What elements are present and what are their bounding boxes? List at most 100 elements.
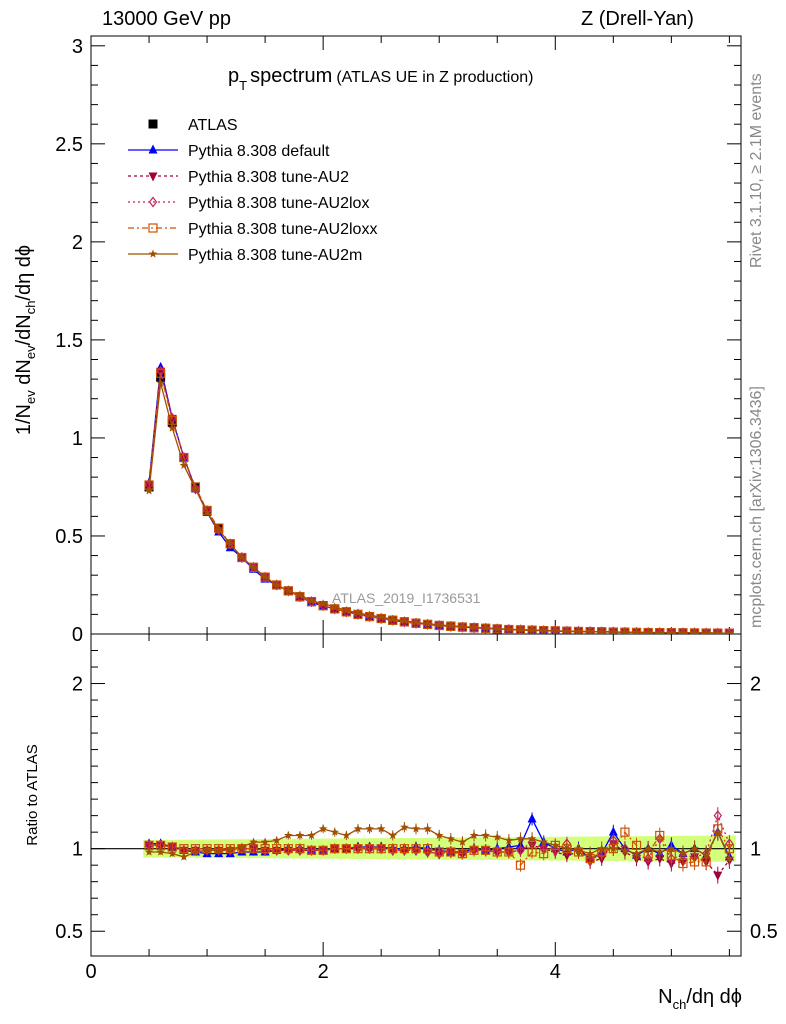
mc-point bbox=[249, 562, 258, 571]
ratio-point bbox=[283, 844, 293, 854]
ratio-point bbox=[423, 844, 433, 854]
ratio-point bbox=[179, 852, 189, 861]
ratio-point bbox=[191, 847, 200, 856]
mc-point bbox=[539, 626, 548, 634]
ratio-point bbox=[399, 844, 409, 854]
mc-point bbox=[295, 590, 305, 599]
mc-point bbox=[353, 608, 363, 617]
mc-point bbox=[609, 627, 618, 634]
mc-point bbox=[690, 628, 699, 634]
plot-frame bbox=[90, 633, 742, 957]
y-axis-label: 1/Nev dNev/dNch/dη dϕ bbox=[13, 245, 38, 435]
ratio-point bbox=[493, 832, 502, 841]
mc-point bbox=[632, 627, 641, 634]
ratio-point bbox=[330, 844, 340, 854]
x-tick-label: 4 bbox=[550, 961, 561, 983]
mc-point bbox=[191, 484, 200, 493]
mc-point bbox=[678, 628, 688, 634]
y-tick-label: 2.5 bbox=[55, 134, 83, 156]
ratio-point bbox=[678, 849, 688, 858]
header-right: Z (Drell-Yan) bbox=[581, 8, 694, 30]
legend-marker bbox=[148, 196, 158, 208]
ratio-point bbox=[492, 847, 502, 857]
main-axes: 0 0.5 1 1.5 2 2.5 3 bbox=[55, 35, 742, 646]
ratio-point bbox=[272, 844, 282, 854]
ratio-point bbox=[284, 831, 293, 840]
ratio-point bbox=[376, 844, 386, 854]
mc-point bbox=[423, 619, 432, 628]
mc-point bbox=[144, 486, 154, 495]
ratio-point bbox=[481, 831, 490, 840]
ratio-point bbox=[620, 827, 630, 837]
mc-point bbox=[643, 628, 653, 634]
ratio-point bbox=[527, 834, 537, 843]
y-tick-label: 3 bbox=[72, 36, 83, 58]
legend-label: Pythia 8.308 tune-AU2lox bbox=[188, 195, 369, 212]
mc-point bbox=[156, 368, 166, 378]
mc-point bbox=[701, 628, 711, 634]
y-tick-label: 1.5 bbox=[55, 330, 83, 352]
mc-point bbox=[655, 627, 665, 634]
ratio-point bbox=[156, 847, 165, 856]
y-tick-label-right: 2 bbox=[750, 674, 761, 696]
ratio-point bbox=[609, 844, 618, 853]
ratio-point bbox=[388, 831, 398, 840]
ratio-point bbox=[527, 847, 537, 857]
mc-point bbox=[365, 610, 374, 619]
ratio-point bbox=[249, 837, 258, 846]
mc-point bbox=[620, 626, 630, 634]
ratio-plot-series bbox=[91, 807, 741, 884]
legend-label: Pythia 8.308 default bbox=[188, 143, 330, 160]
legend-marker bbox=[148, 249, 158, 258]
ratio-point bbox=[295, 844, 305, 854]
mc-point bbox=[272, 580, 281, 589]
ratio-point bbox=[295, 831, 305, 840]
ratio-point bbox=[353, 844, 363, 854]
ratio-point bbox=[457, 849, 468, 859]
y-tick-label: 0 bbox=[72, 624, 83, 646]
mc-point bbox=[388, 614, 398, 623]
ratio-point bbox=[226, 844, 235, 853]
ratio-point bbox=[481, 845, 491, 855]
legend-marker bbox=[148, 119, 158, 129]
ratio-point bbox=[423, 846, 432, 858]
ratio-point bbox=[144, 847, 154, 856]
ratio-point bbox=[469, 831, 479, 840]
y-tick-label-right: 0.5 bbox=[750, 921, 778, 943]
x-axis-label: Nch/dη dϕ bbox=[658, 986, 742, 1012]
ratio-point bbox=[214, 845, 223, 854]
ratio-point bbox=[539, 837, 548, 846]
mc-point bbox=[551, 625, 560, 634]
legend-label: Pythia 8.308 tune-AU2 bbox=[188, 169, 349, 186]
ratio-point bbox=[504, 847, 514, 857]
x-tick-label: 2 bbox=[318, 961, 329, 983]
ratio-point bbox=[516, 834, 525, 843]
mc-point bbox=[574, 625, 583, 634]
mc-point bbox=[597, 627, 606, 634]
mc-point bbox=[725, 628, 734, 634]
ratio-point bbox=[515, 860, 526, 870]
mc-point bbox=[202, 507, 212, 517]
ratio-point bbox=[551, 840, 560, 849]
ratio-point bbox=[237, 842, 247, 851]
mc-point bbox=[284, 586, 293, 595]
mc-point bbox=[493, 624, 502, 633]
ratio-point bbox=[446, 847, 456, 857]
ratio-point bbox=[400, 822, 409, 831]
mc-point bbox=[179, 460, 189, 469]
ratio-point bbox=[364, 844, 375, 854]
mc-point bbox=[643, 627, 653, 634]
ratio-point bbox=[423, 824, 432, 833]
y-tick-label: 1 bbox=[72, 839, 83, 861]
mc-point bbox=[516, 625, 525, 634]
ratio-point bbox=[643, 844, 653, 853]
ratio-point bbox=[713, 810, 723, 822]
ratio-y-axis-label: Ratio to ATLAS bbox=[24, 744, 41, 845]
legend-marker bbox=[148, 172, 158, 182]
mc-point bbox=[458, 622, 467, 631]
ratio-point bbox=[667, 844, 676, 853]
mc-point bbox=[214, 525, 223, 534]
ratio-point bbox=[295, 844, 305, 856]
mc-point bbox=[725, 627, 734, 634]
ratio-point bbox=[585, 849, 595, 858]
